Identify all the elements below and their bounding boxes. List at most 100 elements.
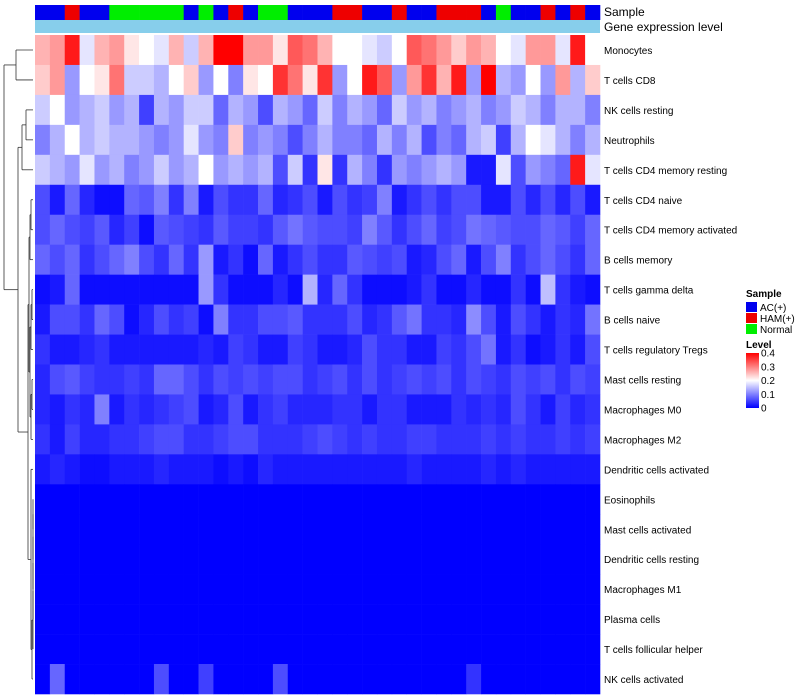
heatmap-cell <box>406 484 422 515</box>
heatmap-cell <box>421 574 437 605</box>
heatmap-cell <box>466 274 482 305</box>
heatmap-cell <box>287 364 303 395</box>
sample-cell <box>436 5 452 20</box>
heatmap-cell <box>94 124 110 156</box>
heatmap-cell <box>451 334 467 365</box>
heatmap-cell <box>213 184 229 216</box>
heatmap-cell <box>228 124 244 156</box>
heatmap-cell <box>243 244 259 275</box>
heatmap-cell <box>436 35 452 66</box>
heatmap-cell <box>585 574 601 605</box>
heatmap-cell <box>451 604 467 635</box>
heatmap-cell <box>153 604 170 635</box>
heatmap-cell <box>168 484 184 515</box>
heatmap-cell <box>139 514 155 545</box>
heatmap-cell <box>391 94 408 126</box>
heatmap-cell <box>510 64 526 96</box>
sample-cell <box>406 5 422 20</box>
heatmap-cell <box>555 634 571 665</box>
legend-sample-title: Sample <box>746 289 782 300</box>
heatmap-cell <box>243 664 259 695</box>
heatmap-cell <box>436 274 452 305</box>
heatmap-cell <box>183 35 199 66</box>
heatmap-cell <box>64 304 80 335</box>
heatmap-cell <box>555 514 571 545</box>
heatmap-cell <box>585 154 601 186</box>
heatmap-cell <box>124 604 140 635</box>
heatmap-cell <box>228 274 244 305</box>
heatmap-cell <box>525 184 541 216</box>
heatmap-cell <box>228 544 244 575</box>
heatmap-cell <box>109 64 125 96</box>
heatmap-cell <box>540 184 556 216</box>
legend-sample-items: AC(+)HAM(+)Normal <box>746 302 795 336</box>
heatmap-cell <box>436 94 452 126</box>
heatmap-cells <box>35 35 601 695</box>
heatmap-cell <box>124 214 140 245</box>
heatmap-cell <box>64 334 80 365</box>
heatmap-cell <box>510 664 526 695</box>
heatmap-cell <box>287 484 303 515</box>
heatmap-cell <box>258 64 274 96</box>
heatmap-cell <box>555 244 571 275</box>
heatmap-cell <box>139 274 155 305</box>
heatmap-cell <box>585 484 601 515</box>
heatmap-cell <box>570 634 586 665</box>
heatmap-cell <box>376 514 393 545</box>
heatmap-cell <box>168 214 184 245</box>
heatmap-cell <box>258 544 274 575</box>
heatmap-cell <box>466 35 482 66</box>
heatmap-cell <box>153 184 170 216</box>
heatmap-cell <box>124 35 140 66</box>
heatmap-cell <box>421 364 437 395</box>
heatmap-cell <box>287 604 303 635</box>
heatmap-cell <box>228 334 244 365</box>
heatmap-cell <box>391 394 408 425</box>
heatmap-cell <box>94 304 110 335</box>
heatmap-cell <box>35 94 51 126</box>
gene-expression-track <box>35 20 600 33</box>
heatmap-cell <box>153 124 170 156</box>
heatmap-cell <box>362 634 378 665</box>
heatmap-cell <box>451 634 467 665</box>
heatmap-cell <box>272 664 289 695</box>
heatmap-cell <box>332 274 348 305</box>
heatmap-cell <box>198 514 214 545</box>
heatmap-cell <box>481 484 497 515</box>
heatmap-cell <box>481 604 497 635</box>
heatmap-cell <box>124 184 140 216</box>
heatmap-cell <box>94 244 110 275</box>
heatmap-cell <box>555 154 571 186</box>
heatmap-cell <box>451 244 467 275</box>
heatmap-cell <box>168 304 184 335</box>
heatmap-cell <box>347 64 363 96</box>
heatmap-cell <box>510 364 526 395</box>
heatmap-cell <box>287 424 303 455</box>
heatmap-cell <box>317 364 333 395</box>
row-label: T cells follicular helper <box>604 645 703 656</box>
heatmap-cell <box>347 184 363 216</box>
heatmap-cell <box>540 544 556 575</box>
heatmap-cell <box>258 484 274 515</box>
heatmap-cell <box>153 664 170 695</box>
heatmap-cell <box>332 454 348 485</box>
heatmap-cell <box>49 664 66 695</box>
heatmap-cell <box>570 514 586 545</box>
heatmap-cell <box>555 184 571 216</box>
heatmap-cell <box>109 124 125 156</box>
heatmap-cell <box>421 334 437 365</box>
heatmap-cell <box>406 154 422 186</box>
heatmap-cell <box>347 514 363 545</box>
heatmap-cell <box>406 514 422 545</box>
heatmap-cell <box>109 424 125 455</box>
row-label: NK cells activated <box>604 675 683 686</box>
heatmap-cell <box>495 574 512 605</box>
sample-cell <box>198 5 214 20</box>
heatmap-cell <box>347 274 363 305</box>
heatmap-cell <box>570 574 586 605</box>
heatmap-cell <box>525 214 541 245</box>
heatmap-cell <box>540 94 556 126</box>
heatmap-cell <box>228 94 244 126</box>
heatmap-cell <box>436 424 452 455</box>
heatmap-cell <box>153 274 170 305</box>
